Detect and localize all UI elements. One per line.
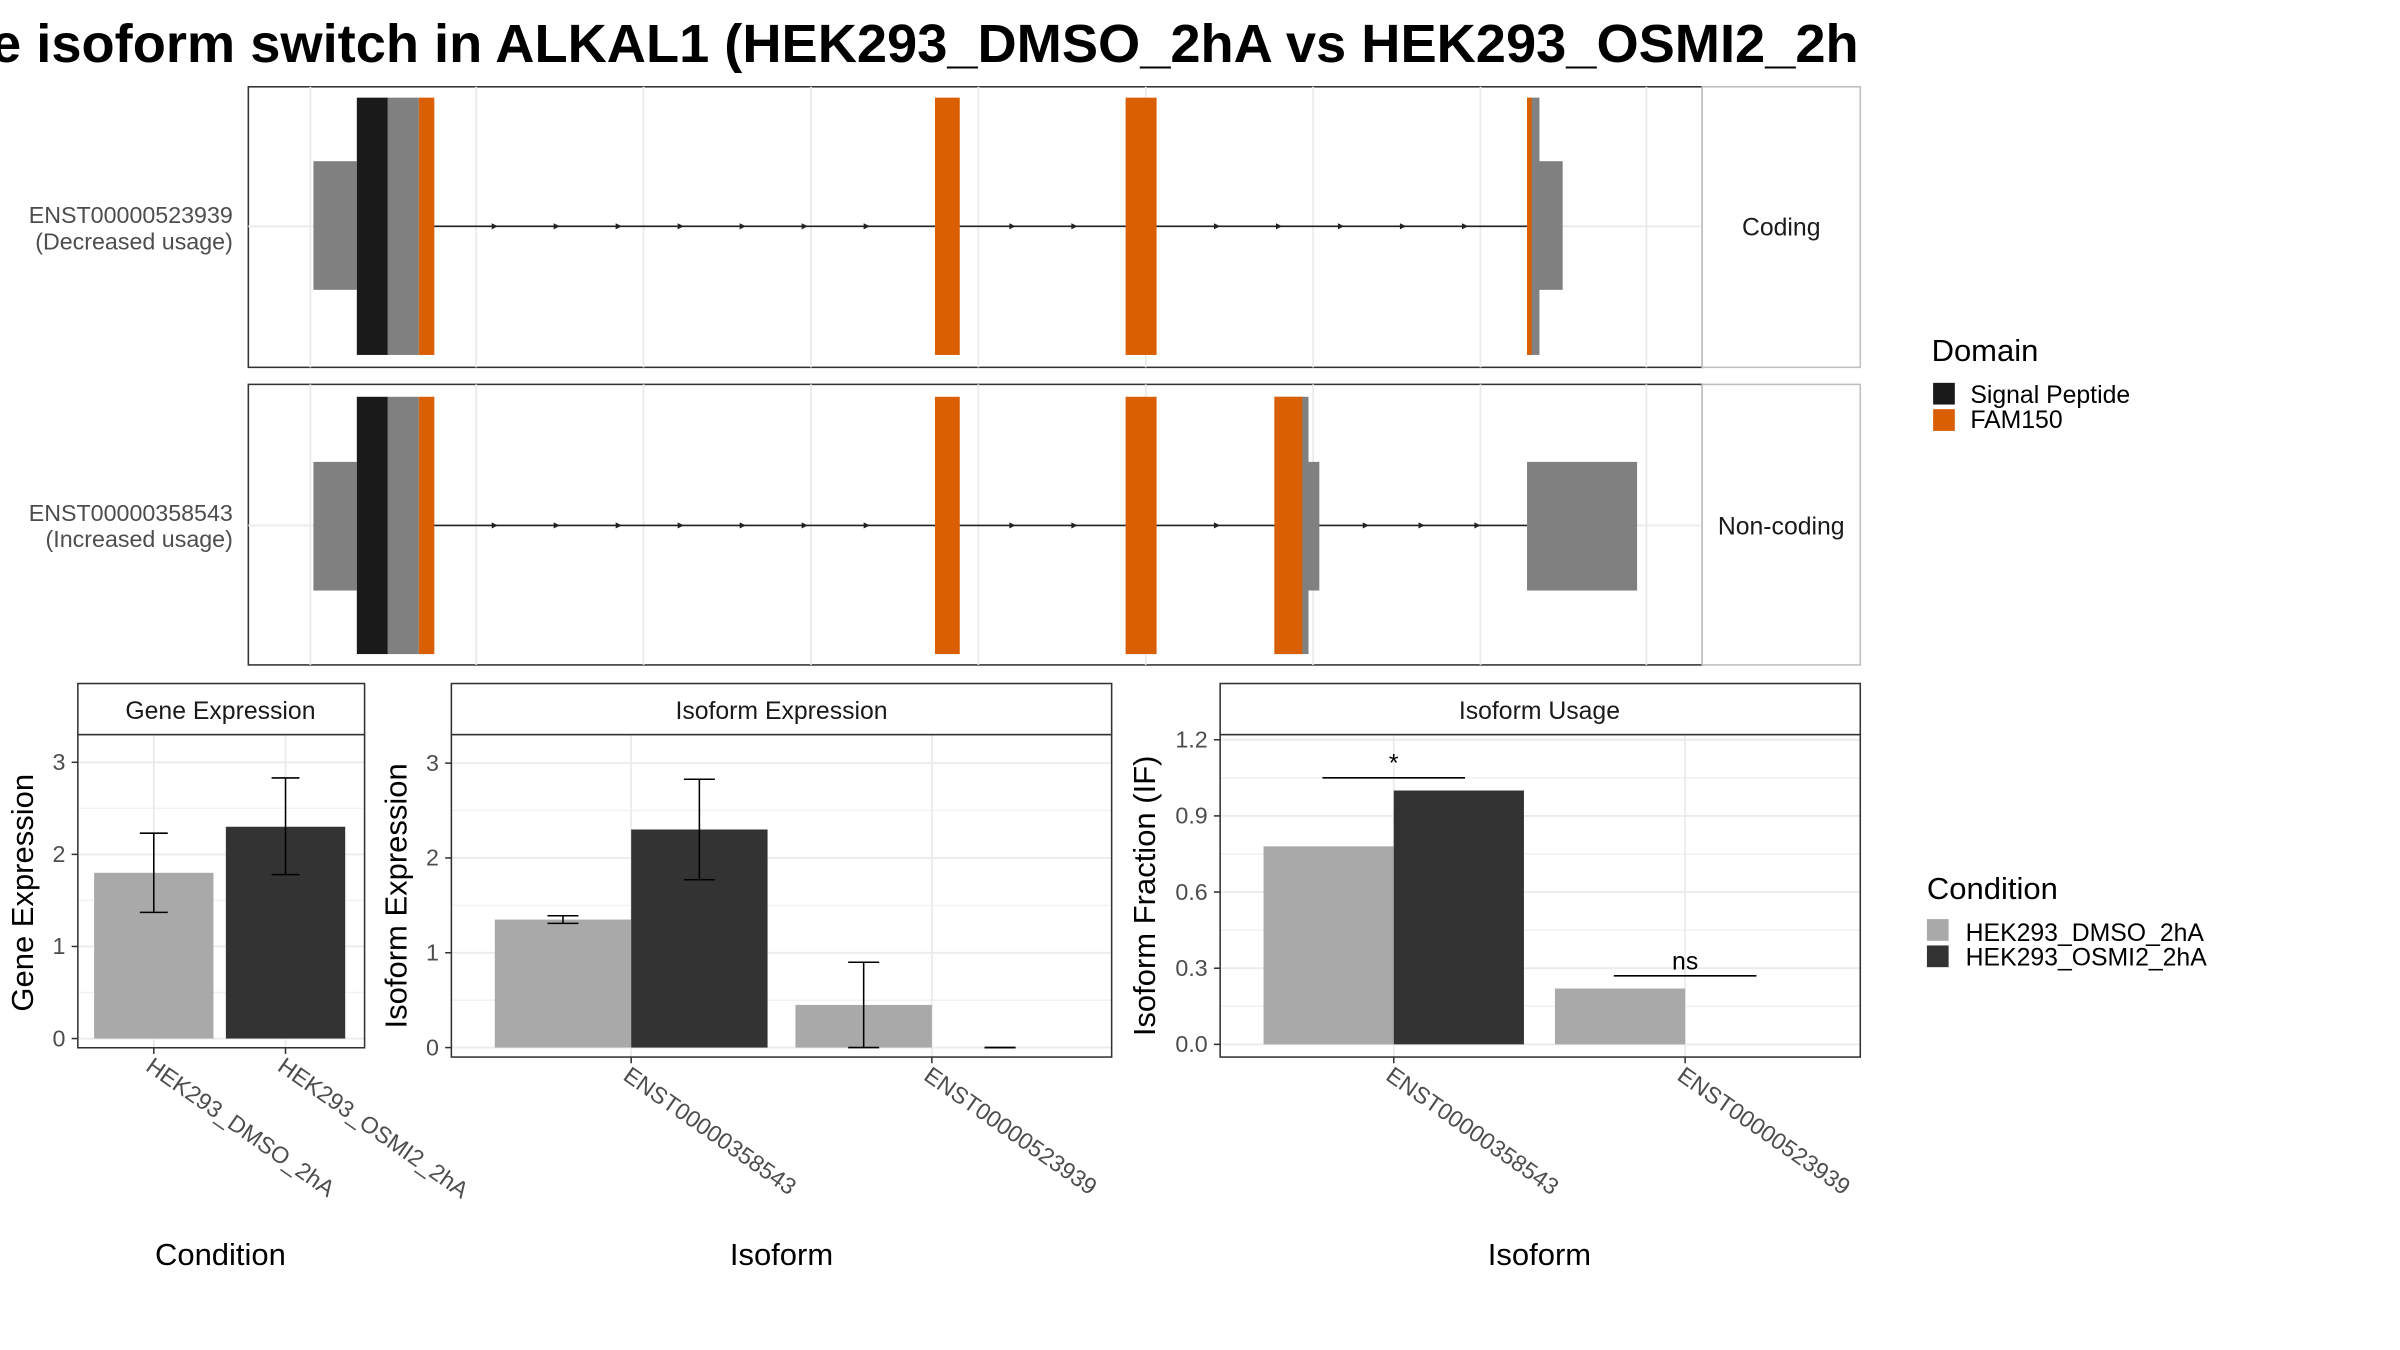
y-tick-label: 0.3 [1175, 955, 1207, 981]
isoform-usage-ylabel: Isoform Fraction (IF) [1127, 756, 1162, 1037]
track-2-utr-exon [313, 461, 357, 591]
dmso-swatch [1926, 919, 1949, 941]
domain-legend-title: Domain [1932, 333, 2039, 368]
isoform-usage-frame [1219, 733, 1862, 1058]
gene-expression-y-axis: 0 1 2 3 [53, 749, 78, 1051]
y-tick-label: 1 [53, 933, 66, 959]
isoform-expression-ylabel: Isoform Expression [378, 763, 413, 1028]
dmso-legend-label: HEK293_DMSO_2hA [1966, 920, 2205, 947]
bar [494, 919, 632, 1048]
osmi2-swatch [1926, 945, 1949, 968]
isoform-usage-xlabel: Isoform [1488, 1237, 1591, 1272]
gene-expression-frame [77, 733, 366, 1049]
track-1-strip [1701, 86, 1862, 369]
y-tick-label: 1 [426, 940, 439, 966]
track-1-label: ENST00000523939 [29, 202, 233, 228]
track-1-sublabel: (Decreased usage) [35, 229, 233, 255]
y-tick-label: 3 [426, 750, 439, 776]
condition-legend: Condition HEK293_DMSO_2hA HEK293_OSMI2_2… [1926, 871, 2208, 972]
fam150-swatch [1933, 409, 1955, 431]
track-2-sublabel: (Increased usage) [46, 526, 233, 552]
y-tick-label: 0 [426, 1034, 439, 1060]
domain-legend: Domain Signal Peptide FAM150 [1932, 333, 2131, 434]
track-2-utr-exon [1527, 461, 1638, 591]
track-1-signal-peptide [356, 97, 388, 355]
track-1-intron-arrows [491, 223, 1469, 230]
track-1-strip-label: Coding [1742, 215, 1821, 242]
isoform-expression-title: Isoform Expression [675, 698, 887, 725]
gene-expression-title: Gene Expression [125, 698, 315, 725]
track-1-fam150-domain [1125, 97, 1157, 355]
track-1-exon [387, 97, 419, 355]
track-2-strip-label: Non-coding [1718, 514, 1845, 541]
y-tick-label: 2 [53, 841, 66, 867]
isoform-expression-strip [450, 682, 1113, 736]
figure-title: e isoform switch in ALKAL1 (HEK293_DMSO_… [0, 14, 1859, 74]
gene-track-2: Non-coding ENST00000358543 (Increased us… [29, 383, 1862, 666]
x-tick-label: ENST00000523939 [1673, 1062, 1855, 1200]
track-2-fam150-domain [418, 396, 435, 655]
x-tick-label: ENST00000358543 [619, 1062, 801, 1200]
gene-expression-strip [77, 682, 366, 736]
track-1-fam150-domain [1527, 97, 1532, 355]
track-1-utr-exon [313, 161, 357, 290]
track-2-label: ENST00000358543 [29, 500, 233, 526]
isoform-expression-frame [450, 733, 1113, 1058]
isoform-usage-x-axis: ENST00000358543 ENST00000523939 [1382, 1057, 1855, 1200]
y-tick-label: 2 [426, 845, 439, 871]
bar [1554, 988, 1686, 1045]
x-tick-label: ENST00000523939 [920, 1062, 1102, 1200]
gene-expression-ylabel: Gene Expression [5, 774, 40, 1012]
fam150-legend-label: FAM150 [1970, 407, 2062, 434]
isoform-expression-xlabel: Isoform [730, 1237, 833, 1272]
signal-peptide-swatch [1933, 382, 1955, 405]
x-tick-label: ENST00000358543 [1382, 1062, 1564, 1200]
isoform-usage-panel: Isoform Usage * ns 0.0 0.3 0.6 0.9 1.2 ENST00… [1127, 682, 1862, 1272]
y-tick-label: 0.0 [1175, 1031, 1207, 1057]
osmi2-legend-label: HEK293_OSMI2_2hA [1966, 945, 2208, 972]
isoform-expression-y-axis: 0 1 2 3 [426, 750, 452, 1060]
track-1-fam150-domain [934, 97, 960, 355]
track-2-fam150-domain [934, 396, 960, 655]
isoform-usage-y-axis: 0.0 0.3 0.6 0.9 1.2 [1175, 726, 1221, 1057]
y-tick-label: 1.2 [1175, 726, 1207, 752]
track-2-intron-arrows [491, 522, 1481, 529]
track-1-fam150-domain [418, 97, 435, 355]
isoform-expression-error-bars [547, 778, 1016, 1049]
condition-legend-title: Condition [1927, 871, 2058, 906]
track-2-fam150-domain [1274, 396, 1303, 655]
significance-label: * [1389, 751, 1399, 778]
significance-label: ns [1672, 949, 1698, 976]
isoform-usage-title: Isoform Usage [1459, 698, 1620, 725]
gene-expression-xlabel: Condition [155, 1237, 286, 1272]
isoform-expression-x-axis: ENST00000358543 ENST00000523939 [619, 1057, 1102, 1200]
track-2-strip [1701, 383, 1862, 666]
bar [1263, 846, 1394, 1045]
y-tick-label: 0 [53, 1025, 66, 1051]
track-2-fam150-domain [1125, 396, 1157, 655]
isoform-usage-significance: * ns [1322, 751, 1757, 977]
gene-expression-error-bars [139, 777, 300, 914]
y-tick-label: 0.6 [1175, 879, 1207, 905]
y-tick-label: 3 [53, 749, 66, 775]
track-2-exon [387, 396, 419, 655]
track-2-signal-peptide [356, 396, 388, 655]
bar [1393, 790, 1524, 1045]
isoform-usage-strip [1219, 682, 1862, 736]
signal-peptide-legend-label: Signal Peptide [1970, 382, 2130, 409]
gene-track-1: Coding ENST00000523939 (Decreased usage) [29, 86, 1862, 369]
y-tick-label: 0.9 [1175, 803, 1207, 829]
isoform-usage-bars [1263, 790, 1686, 1045]
